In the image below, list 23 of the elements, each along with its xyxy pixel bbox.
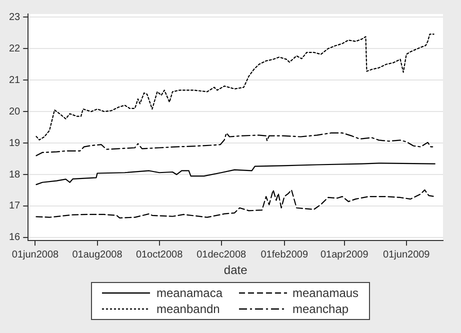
y-tick-label: 21 [9, 74, 21, 86]
x-tick-label: 01dec2008 [196, 249, 247, 260]
legend-label: meanchap [292, 302, 349, 316]
x-tick-label: 01jun2008 [12, 249, 60, 260]
x-tick-label: 01jun2009 [383, 249, 430, 260]
y-tick-label: 23 [9, 12, 21, 23]
y-tick-label: 17 [9, 200, 21, 212]
legend-label: meanamaus [292, 286, 359, 300]
y-tick-label: 18 [9, 169, 21, 180]
y-tick-label: 16 [9, 232, 21, 244]
legend-label: meanamaca [156, 286, 222, 300]
line-series [36, 189, 436, 218]
y-tick-label: 20 [9, 106, 21, 118]
legend-label: meanbandn [156, 302, 220, 316]
line-series [36, 34, 434, 140]
x-tick-label: 01aug2008 [72, 249, 123, 260]
x-tick-label: 01apr2009 [320, 249, 369, 260]
line-series [36, 132, 436, 156]
y-tick-label: 22 [9, 43, 21, 54]
x-tick-label: 01feb2009 [260, 249, 308, 260]
x-axis-title: date [224, 263, 248, 278]
x-tick-label: 01oct2008 [136, 249, 184, 260]
y-tick-label: 19 [9, 138, 21, 149]
